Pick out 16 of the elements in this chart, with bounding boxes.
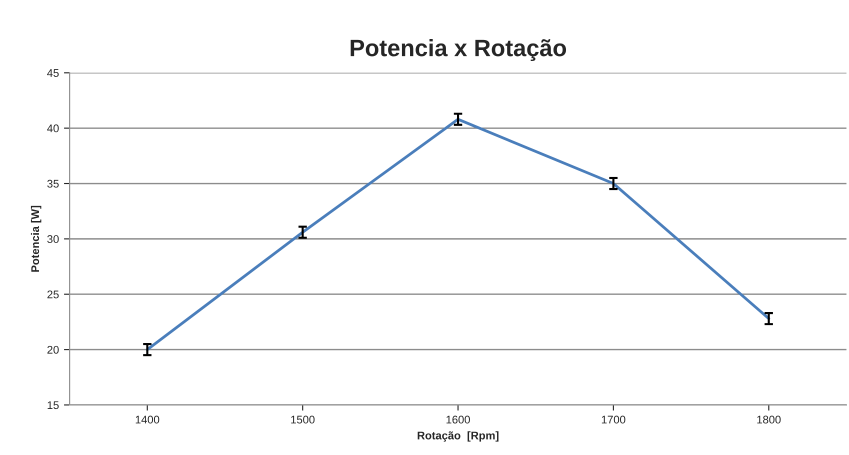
chart-title: Potencia x Rotação — [350, 39, 566, 62]
x-tick-label: 1700 — [602, 416, 626, 424]
y-tick-label: 20 — [47, 346, 59, 354]
x-tick-label: 1400 — [136, 416, 160, 424]
y-axis-title: Potencia [W] — [30, 206, 42, 272]
y-tick-label: 30 — [47, 235, 59, 244]
x-tick-label: 1500 — [291, 416, 315, 424]
line-series — [146, 118, 770, 351]
y-tick-label: 45 — [47, 69, 59, 77]
x-tick-label: 1800 — [757, 416, 781, 424]
y-tick-label: 25 — [47, 290, 59, 298]
y-tick-label: 35 — [47, 180, 59, 188]
y-tick-label: 15 — [48, 401, 59, 410]
x-axis-title: Rotação [Rpm] — [418, 431, 498, 442]
x-tick-label: 1600 — [446, 416, 470, 424]
y-tick-label: 40 — [47, 124, 59, 132]
